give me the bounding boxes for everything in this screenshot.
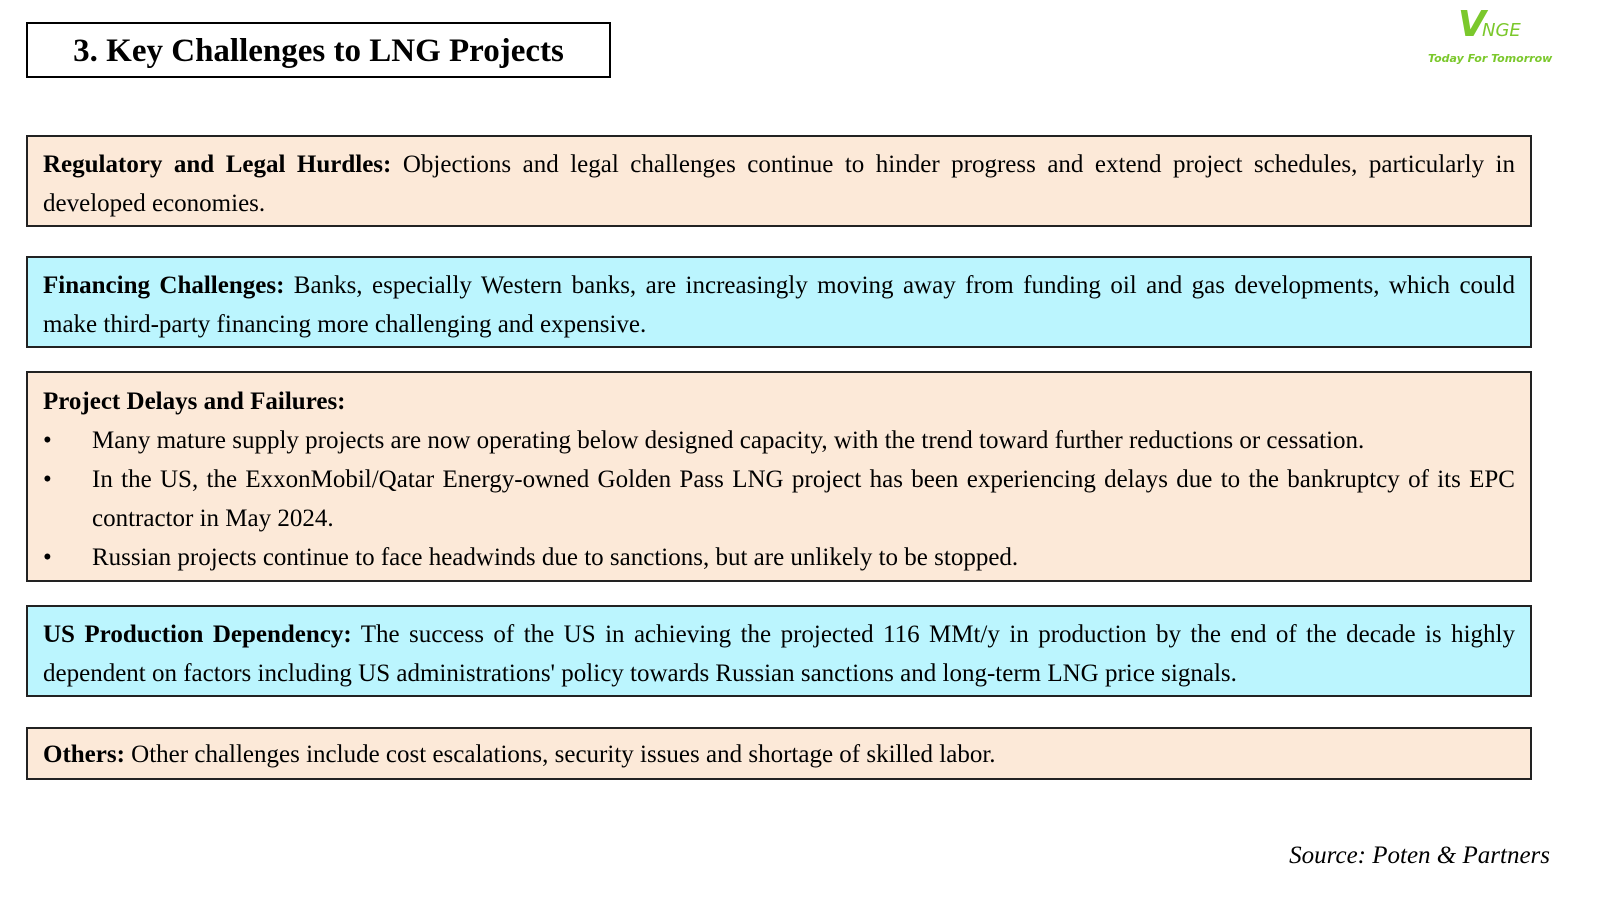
section-heading: US Production Dependency: <box>43 621 352 648</box>
section-regulatory: Regulatory and Legal Hurdles: Objections… <box>26 135 1532 227</box>
section-heading: Financing Challenges: <box>43 272 285 299</box>
section-heading: Project Delays and Failures: <box>43 388 346 415</box>
bullet-text: Many mature supply projects are now oper… <box>92 427 1365 454</box>
section-text: Objections and legal challenges continue… <box>43 151 1515 217</box>
logo-mark: V <box>1458 4 1486 45</box>
section-heading: Others: <box>43 741 125 768</box>
logo-tagline: Today For Tomorrow <box>1428 52 1553 65</box>
section-financing: Financing Challenges: Banks, especially … <box>26 256 1532 348</box>
source-note: Source: Poten & Partners <box>1289 842 1550 869</box>
section-delays: Project Delays and Failures: • Many matur… <box>26 371 1532 582</box>
section-us-production: US Production Dependency: The success of… <box>26 605 1532 697</box>
list-item: • Many mature supply projects are now ope… <box>43 421 1515 460</box>
bullet-icon: • <box>43 544 52 571</box>
bullet-icon: • <box>43 427 52 454</box>
vnge-logo: V NGE Today For Tomorrow <box>1420 2 1560 72</box>
bullet-list: • Many mature supply projects are now ope… <box>43 421 1515 577</box>
section-text: Other challenges include cost escalation… <box>124 741 996 768</box>
page-title: 3. Key Challenges to LNG Projects <box>26 22 611 78</box>
section-heading: Regulatory and Legal Hurdles: <box>43 151 392 178</box>
section-text: The success of the US in achieving the p… <box>43 621 1515 687</box>
bullet-text: Russian projects continue to face headwi… <box>92 544 1019 571</box>
bullet-icon: • <box>43 466 52 493</box>
section-text: Banks, especially Western banks, are inc… <box>43 272 1515 338</box>
bullet-text: In the US, the ExxonMobil/Qatar Energy-o… <box>92 466 1515 532</box>
logo-text: NGE <box>1482 20 1521 41</box>
section-others: Others: Other challenges include cost es… <box>26 727 1532 780</box>
list-item: • Russian projects continue to face headw… <box>43 538 1515 577</box>
list-item: • In the US, the ExxonMobil/Qatar Energy-… <box>43 460 1515 538</box>
